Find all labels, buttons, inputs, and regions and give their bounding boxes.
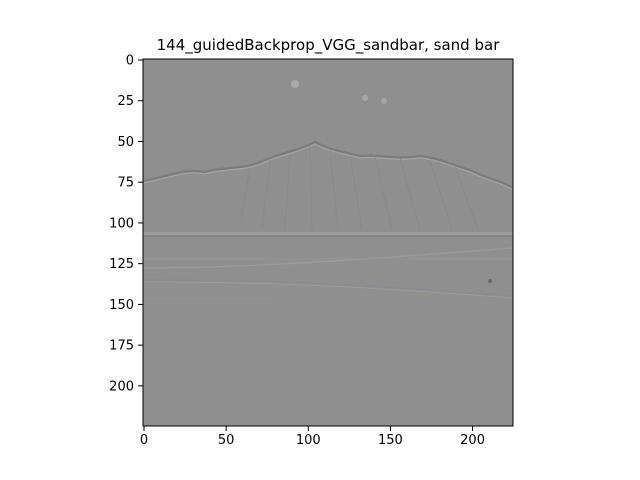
figure-title: 144_guidedBackprop_VGG_sandbar, sand bar bbox=[157, 36, 501, 55]
horizon-shadow bbox=[143, 235, 513, 237]
x-tick-label: 150 bbox=[378, 433, 403, 448]
y-tick-label: 150 bbox=[109, 298, 134, 313]
mountain-texture bbox=[239, 145, 479, 231]
y-tick-label: 125 bbox=[109, 257, 134, 272]
x-tick-label: 200 bbox=[460, 433, 485, 448]
y-tick-label: 200 bbox=[109, 379, 134, 394]
shore-streak bbox=[143, 298, 273, 300]
artifact-spot bbox=[488, 279, 492, 283]
saliency-noise bbox=[143, 59, 513, 426]
artifact-blob bbox=[291, 80, 299, 88]
y-tick-label: 175 bbox=[109, 339, 134, 354]
saliency-image bbox=[143, 59, 513, 426]
y-tick-label: 75 bbox=[117, 176, 134, 191]
sandbar-edge-lower bbox=[143, 279, 513, 297]
y-tick-label: 50 bbox=[117, 135, 134, 150]
horizon-line bbox=[143, 232, 513, 235]
sandbar-edge-tint bbox=[143, 281, 513, 299]
sandbar-edge-upper bbox=[143, 247, 513, 269]
ridge-highlight bbox=[143, 143, 513, 191]
ridge-line bbox=[143, 140, 513, 189]
x-tick-label: 100 bbox=[296, 433, 321, 448]
artifact-blob bbox=[381, 98, 387, 104]
y-tick-label: 0 bbox=[126, 54, 134, 69]
x-axis: 0 50 100 150 200 bbox=[140, 426, 485, 448]
x-tick-label: 0 bbox=[140, 433, 148, 448]
x-tick-label: 50 bbox=[218, 433, 235, 448]
y-axis: 0 25 50 75 100 125 150 175 200 bbox=[109, 54, 143, 394]
y-tick-label: 100 bbox=[109, 216, 134, 231]
water-streak bbox=[143, 258, 513, 260]
artifact-blob bbox=[362, 95, 368, 101]
axes-frame bbox=[142, 58, 514, 427]
y-tick-label: 25 bbox=[117, 94, 134, 109]
